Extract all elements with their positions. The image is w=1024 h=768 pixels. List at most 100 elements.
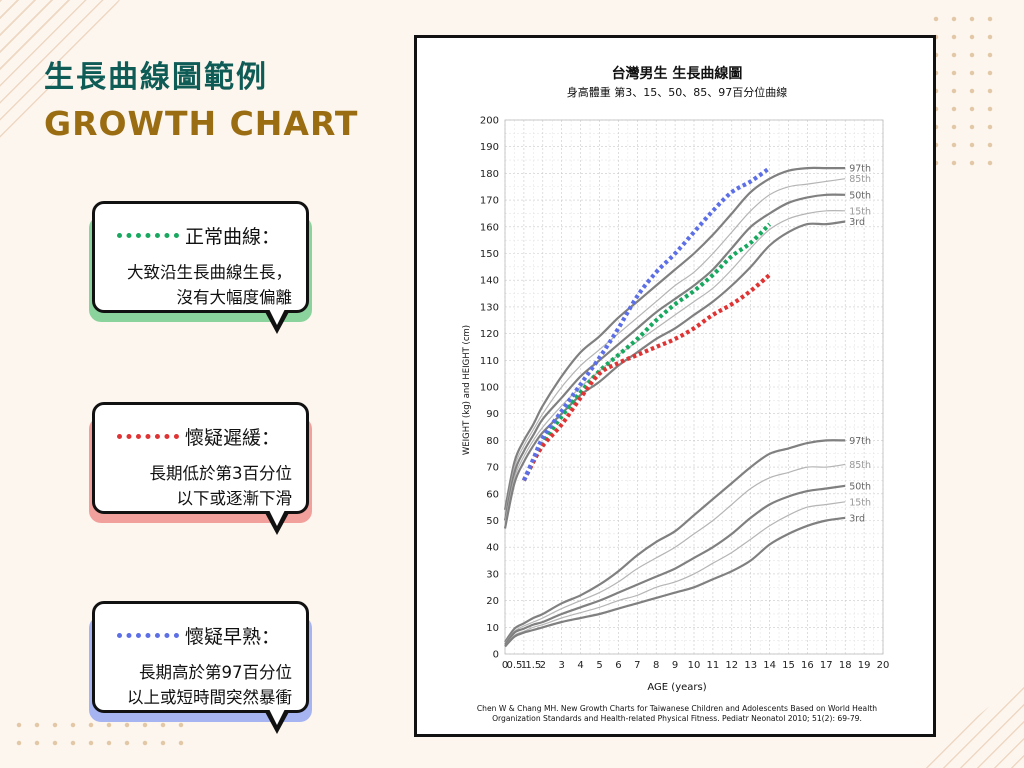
height-percentile-label: 15th (849, 206, 871, 217)
callout-header: 懷疑早熟： (117, 622, 280, 649)
weight-percentile-label: 3rd (849, 513, 865, 524)
callout-tail (264, 508, 290, 535)
x-tick-label: 14 (763, 660, 776, 671)
plot-area-border (504, 119, 884, 655)
x-tick-label: 20 (877, 660, 890, 671)
y-axis-label: WEIGHT (kg) and HEIGHT (cm) (462, 325, 472, 455)
y-tick-label: 150 (480, 249, 499, 260)
decorative-dots-top-right (927, 10, 1002, 170)
callout-tail (264, 707, 290, 734)
y-tick-label: 200 (480, 116, 499, 127)
callout-label: 懷疑早熟： (185, 626, 281, 648)
chart-title: 台灣男生 生長曲線圖 (612, 65, 743, 82)
green-dotted-legend-icon (117, 233, 179, 238)
x-tick-label: 1.5 (525, 660, 541, 671)
callout-body-line: 以上或短時間突然暴衝 (127, 688, 292, 707)
x-tick-label: 4 (577, 660, 583, 671)
callout-suspected-precocity: 懷疑早熟： 長期高於第97百分位 以上或短時間突然暴衝 (89, 601, 312, 734)
callout-body-line: 長期低於第3百分位 (149, 464, 293, 483)
height-percentile-85th (504, 178, 846, 516)
height-percentile-97th (503, 166, 846, 511)
y-tick-label: 100 (480, 383, 499, 394)
x-tick-label: 9 (672, 660, 678, 671)
y-tick-label: 40 (486, 543, 499, 554)
y-tick-label: 10 (486, 623, 499, 634)
y-tick-label: 160 (480, 222, 499, 233)
callout-header: 懷疑遲緩： (117, 423, 280, 450)
x-tick-label: 6 (615, 660, 621, 671)
x-tick-label: 8 (653, 660, 659, 671)
callout-body-line: 以下或逐漸下滑 (176, 489, 293, 508)
decorative-dots-bottom-left (10, 716, 185, 756)
height-percentile-50th (503, 193, 846, 521)
callout-body: 長期低於第3百分位 以下或逐漸下滑 (102, 461, 293, 511)
y-tick-label: 90 (486, 409, 499, 420)
y-tick-label: 80 (486, 436, 499, 447)
y-tick-label: 50 (486, 516, 499, 527)
red-dotted-legend-icon (117, 434, 179, 439)
y-tick-label: 120 (480, 329, 499, 340)
y-tick-label: 180 (480, 169, 499, 180)
x-tick-label: 11 (707, 660, 720, 671)
growth-chart-svg: 台灣男生 生長曲線圖 身高體重 第3、15、50、85、97百分位曲線 AGE … (462, 65, 890, 723)
y-tick-label: 0 (493, 650, 499, 661)
page-title-english: GROWTH CHART (44, 104, 359, 143)
weight-percentile-label: 50th (849, 481, 871, 492)
weight-percentile-15th (504, 501, 846, 647)
weight-percentile-label: 97th (849, 436, 871, 447)
x-tick-label: 1 (521, 660, 527, 671)
x-tick-label: 3 (559, 660, 565, 671)
x-tick-label: 12 (725, 660, 738, 671)
y-tick-label: 110 (480, 356, 499, 367)
weight-percentile-85th (504, 463, 846, 644)
chart-subtitle: 身高體重 第3、15、50、85、97百分位曲線 (567, 85, 787, 99)
citation-line-2: Organization Standards and Health-relate… (492, 714, 862, 723)
callout-label: 正常曲線： (185, 226, 281, 248)
growth-chart-frame: 台灣男生 生長曲線圖 身高體重 第3、15、50、85、97百分位曲線 AGE … (414, 35, 936, 737)
weight-percentile-label: 15th (849, 497, 871, 508)
example-series-正常曲線 (522, 222, 772, 482)
x-tick-label: 0 (502, 660, 508, 671)
x-tick-label: 16 (801, 660, 814, 671)
callout-body: 長期高於第97百分位 以上或短時間突然暴衝 (102, 660, 292, 710)
y-tick-label: 70 (486, 463, 499, 474)
height-percentile-15th (504, 209, 846, 524)
y-tick-label: 30 (486, 569, 499, 580)
y-tick-label: 60 (486, 489, 499, 500)
x-tick-label: 13 (744, 660, 757, 671)
blue-dotted-legend-icon (117, 633, 179, 638)
callout-suspected-delay: 懷疑遲緩： 長期低於第3百分位 以下或逐漸下滑 (89, 402, 312, 535)
callout-body-line: 沒有大幅度偏離 (176, 288, 293, 307)
height-percentile-label: 85th (849, 174, 871, 185)
weight-percentile-97th (504, 439, 846, 643)
y-tick-label: 20 (486, 596, 499, 607)
example-series-懷疑遲緩 (522, 273, 771, 482)
x-tick-label: 0.5 (506, 660, 522, 671)
x-tick-label: 18 (839, 660, 852, 671)
callout-header: 正常曲線： (117, 222, 280, 249)
height-percentile-label: 50th (849, 190, 871, 201)
weight-percentile-label: 85th (849, 460, 871, 471)
callout-body: 大致沿生長曲線生長， 沒有大幅度偏離 (102, 260, 292, 310)
page-title-chinese: 生長曲線圖範例 (44, 60, 268, 95)
callout-body-line: 大致沿生長曲線生長， (127, 263, 292, 282)
weight-percentile-3rd (504, 516, 846, 648)
x-tick-label: 17 (820, 660, 833, 671)
callout-label: 懷疑遲緩： (185, 427, 281, 449)
y-tick-label: 190 (480, 142, 499, 153)
height-percentile-label: 97th (849, 164, 871, 175)
citation-line-1: Chen W & Chang MH. New Growth Charts for… (477, 704, 877, 713)
example-series-懷疑早熟 (521, 166, 771, 482)
x-tick-label: 10 (688, 660, 701, 671)
x-axis-label: AGE (years) (647, 682, 706, 693)
callout-body-line: 長期高於第97百分位 (139, 663, 292, 682)
callout-normal-curve: 正常曲線： 大致沿生長曲線生長， 沒有大幅度偏離 (89, 201, 312, 334)
x-tick-label: 5 (596, 660, 602, 671)
weight-percentile-50th (504, 484, 846, 646)
y-tick-label: 170 (480, 196, 499, 207)
x-tick-label: 2 (540, 660, 546, 671)
y-tick-label: 130 (480, 302, 499, 313)
height-percentile-label: 3rd (849, 217, 865, 228)
x-tick-label: 19 (858, 660, 871, 671)
x-tick-label: 15 (782, 660, 795, 671)
